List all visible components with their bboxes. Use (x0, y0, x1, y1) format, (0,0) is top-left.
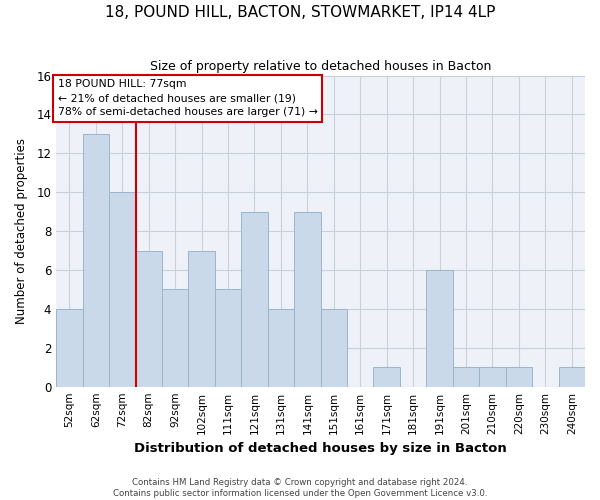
X-axis label: Distribution of detached houses by size in Bacton: Distribution of detached houses by size … (134, 442, 507, 455)
Text: 18, POUND HILL, BACTON, STOWMARKET, IP14 4LP: 18, POUND HILL, BACTON, STOWMARKET, IP14… (105, 5, 495, 20)
Bar (453, 367, 479, 386)
Bar (162, 290, 188, 386)
Text: Contains HM Land Registry data © Crown copyright and database right 2024.
Contai: Contains HM Land Registry data © Crown c… (113, 478, 487, 498)
Bar (506, 367, 532, 386)
Bar (109, 192, 136, 386)
Bar (268, 309, 294, 386)
Bar (559, 367, 585, 386)
Bar (320, 309, 347, 386)
Bar (427, 270, 453, 386)
Bar (188, 250, 215, 386)
Bar (241, 212, 268, 386)
Bar (56, 309, 83, 386)
Bar (83, 134, 109, 386)
Bar (479, 367, 506, 386)
Bar (294, 212, 320, 386)
Title: Size of property relative to detached houses in Bacton: Size of property relative to detached ho… (150, 60, 491, 73)
Text: 18 POUND HILL: 77sqm
← 21% of detached houses are smaller (19)
78% of semi-detac: 18 POUND HILL: 77sqm ← 21% of detached h… (58, 80, 317, 118)
Y-axis label: Number of detached properties: Number of detached properties (15, 138, 28, 324)
Bar (215, 290, 241, 386)
Bar (136, 250, 162, 386)
Bar (373, 367, 400, 386)
